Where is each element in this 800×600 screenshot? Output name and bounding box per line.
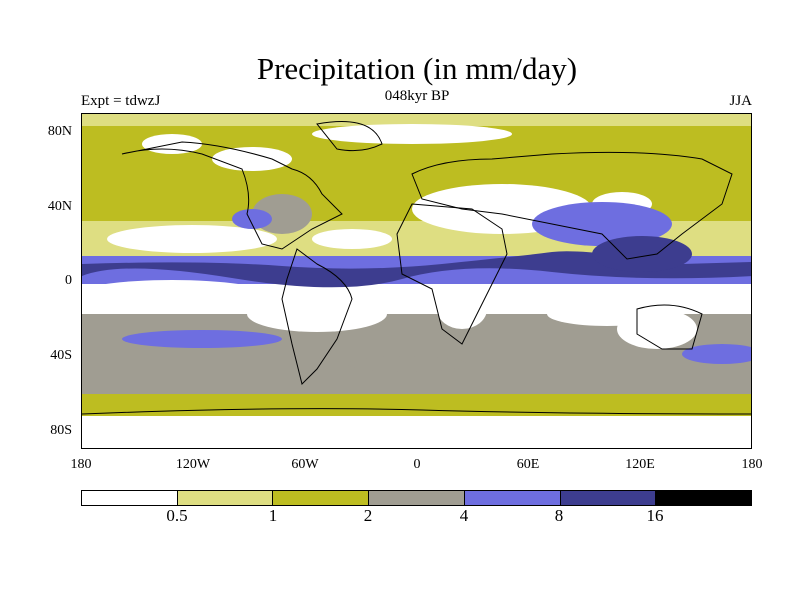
colorbar-label: 1	[268, 506, 278, 525]
lat-label-80s: 80S	[50, 423, 72, 438]
lon-label-0: 0	[413, 457, 421, 472]
lon-label-60e: 60E	[516, 457, 540, 472]
colorbar-label: 8	[554, 506, 564, 525]
season-label: JJA	[729, 93, 752, 109]
lon-label-120e: 120E	[625, 457, 655, 472]
experiment-label: Expt = tdwzJ	[81, 93, 161, 109]
colorbar	[81, 490, 752, 506]
lon-label-180w: 180	[70, 457, 92, 472]
lat-label-0: 0	[65, 273, 72, 288]
map-canvas	[82, 114, 751, 448]
lon-label-120w: 120W	[175, 457, 211, 472]
colorbar-segment	[560, 491, 657, 505]
colorbar-label: 16	[646, 506, 664, 525]
colorbar-segment	[464, 491, 561, 505]
time-label: 048kyr BP	[384, 88, 450, 104]
colorbar-label: 2	[363, 506, 373, 525]
lat-label-40s: 40S	[50, 348, 72, 363]
lat-label-40n: 40N	[47, 199, 72, 214]
colorbar-label: 0.5	[166, 506, 188, 525]
colorbar-segment	[656, 491, 752, 505]
colorbar-label: 4	[459, 506, 469, 525]
colorbar-segment	[369, 491, 465, 505]
colorbar-segment	[273, 491, 370, 505]
lon-label-180e: 180	[741, 457, 763, 472]
precipitation-map	[81, 113, 752, 449]
lat-label-80n: 80N	[47, 124, 72, 139]
chart-title: Precipitation (in mm/day)	[256, 51, 578, 86]
colorbar-segment	[82, 491, 178, 505]
colorbar-segment	[177, 491, 274, 505]
lon-label-60w: 60W	[291, 457, 319, 472]
